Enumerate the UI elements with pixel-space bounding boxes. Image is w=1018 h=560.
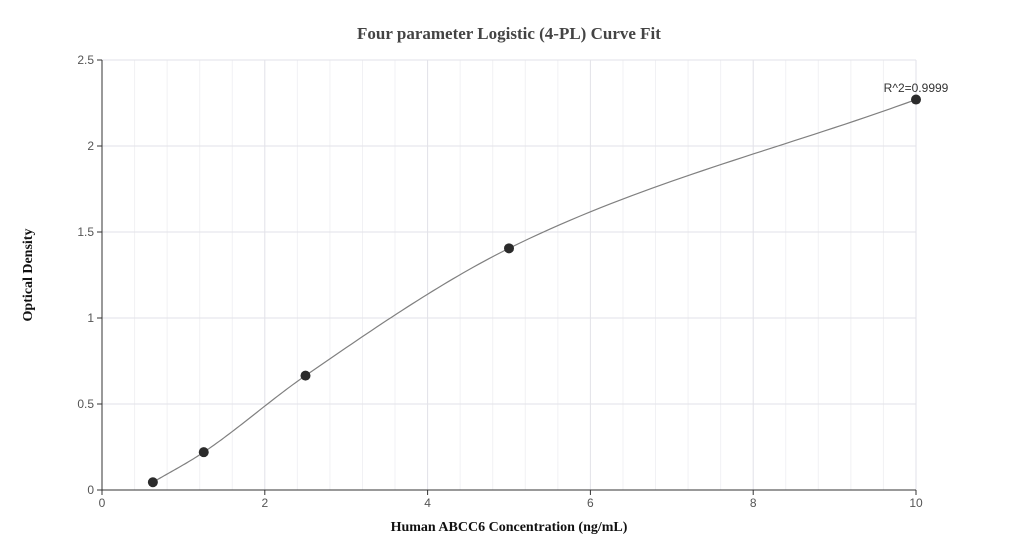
y-tick-label: 2.5	[77, 53, 94, 67]
y-tick-label: 0.5	[77, 397, 94, 411]
x-axis-title: Human ABCC6 Concentration (ng/mL)	[391, 520, 628, 535]
x-tick-label: 0	[99, 496, 106, 510]
y-axis-title: Optical Density	[21, 229, 36, 322]
data-point	[198, 447, 209, 458]
y-tick-label: 2	[87, 139, 94, 153]
x-tick-label: 4	[424, 496, 431, 510]
data-point	[504, 243, 514, 254]
x-tick-label: 2	[261, 496, 268, 510]
data-point	[300, 370, 311, 381]
y-tick-label: 1.5	[77, 225, 94, 239]
grid	[102, 59, 917, 490]
data-points	[147, 94, 921, 488]
r-squared-annotation: R^2=0.9999	[884, 81, 949, 95]
data-point	[147, 477, 158, 488]
x-tick-label: 8	[750, 496, 757, 510]
x-tick-label: 6	[587, 496, 594, 510]
x-tick-label: 10	[909, 496, 923, 510]
fit-curve	[152, 98, 917, 483]
y-tick-label: 1	[87, 311, 94, 325]
chart-title: Four parameter Logistic (4-PL) Curve Fit	[357, 24, 661, 43]
data-point	[911, 94, 921, 105]
axes: 0 2 4 6 8 10 0 0.5 1 1.5 2 2.5	[77, 53, 923, 510]
y-tick-label: 0	[87, 483, 94, 497]
